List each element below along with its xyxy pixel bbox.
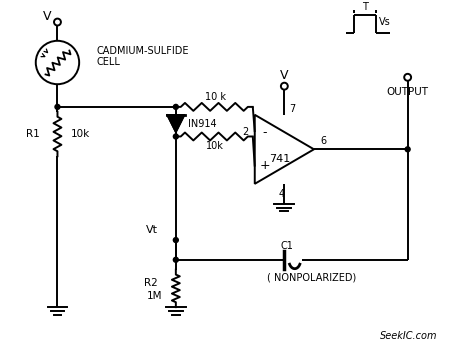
Text: ( NONPOLARIZED): ( NONPOLARIZED) <box>267 272 356 282</box>
Text: 10k: 10k <box>206 141 224 151</box>
Text: 7: 7 <box>289 104 295 114</box>
Circle shape <box>173 104 178 109</box>
Text: +: + <box>259 159 270 172</box>
Circle shape <box>173 257 178 262</box>
Text: CADMIUM-SULFIDE: CADMIUM-SULFIDE <box>97 46 190 56</box>
Text: T: T <box>362 2 368 12</box>
Text: 10k: 10k <box>71 129 91 139</box>
Text: C1: C1 <box>281 241 293 251</box>
Circle shape <box>55 104 60 109</box>
Text: Vs: Vs <box>379 17 391 27</box>
Circle shape <box>405 147 410 152</box>
Text: V: V <box>280 69 289 82</box>
Text: 6: 6 <box>321 136 327 146</box>
Text: 2: 2 <box>242 127 248 137</box>
Polygon shape <box>167 115 185 133</box>
Text: -: - <box>263 127 267 139</box>
Text: R1: R1 <box>26 129 40 139</box>
Text: 1M: 1M <box>146 291 162 301</box>
Text: V: V <box>43 10 52 23</box>
Text: IN914: IN914 <box>188 119 216 129</box>
Text: R2: R2 <box>145 278 158 288</box>
Text: OUTPUT: OUTPUT <box>387 87 428 97</box>
Circle shape <box>173 134 178 139</box>
Text: 4: 4 <box>278 189 284 199</box>
Circle shape <box>173 238 178 243</box>
Text: CELL: CELL <box>97 58 121 68</box>
Text: 10 k: 10 k <box>205 92 226 102</box>
Text: Vt: Vt <box>146 225 158 235</box>
Text: SeekIC.com: SeekIC.com <box>380 331 437 341</box>
Text: 741: 741 <box>269 154 290 164</box>
